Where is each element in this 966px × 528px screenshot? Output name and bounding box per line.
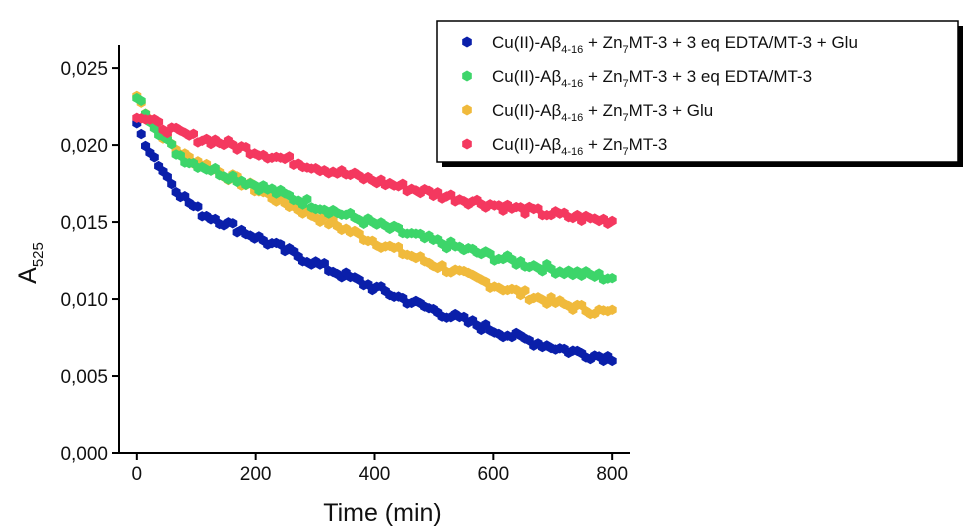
data-point bbox=[520, 208, 530, 219]
data-point bbox=[520, 285, 530, 296]
series-3 bbox=[132, 112, 617, 229]
data-point bbox=[228, 218, 238, 229]
x-axis: 0 200 400 600 800 bbox=[132, 453, 628, 485]
legend-marker bbox=[462, 36, 472, 48]
data-point bbox=[394, 241, 403, 253]
y-tick-label: 0,025 bbox=[60, 59, 108, 80]
y-axis: 0,000 0,005 0,010 0,015 0,020 0,025 bbox=[60, 59, 119, 465]
legend-label: Cu(II)-Aβ4-16 + Zn7MT-3 + 3 eq EDTA/MT-3… bbox=[492, 33, 858, 56]
data-point bbox=[136, 95, 146, 106]
data-point bbox=[607, 215, 617, 227]
y-tick-label: 0,010 bbox=[60, 290, 108, 311]
data-point bbox=[180, 191, 190, 202]
data-point bbox=[167, 178, 177, 190]
data-point bbox=[398, 178, 408, 189]
data-point bbox=[285, 151, 294, 162]
data-point bbox=[210, 162, 220, 174]
data-point bbox=[154, 116, 164, 128]
data-point bbox=[149, 152, 159, 163]
data-point bbox=[136, 128, 146, 140]
data-point bbox=[607, 355, 617, 367]
data-point bbox=[302, 194, 312, 205]
data-point bbox=[162, 171, 172, 182]
x-tick-label: 200 bbox=[240, 464, 272, 485]
data-point bbox=[319, 258, 329, 269]
series-1 bbox=[132, 92, 617, 285]
legend-label: Cu(II)-Aβ4-16 + Zn7MT-3 bbox=[492, 135, 667, 158]
y-tick-label: 0,005 bbox=[60, 367, 108, 388]
data-point bbox=[607, 304, 617, 315]
data-point bbox=[189, 128, 198, 139]
series-layer bbox=[132, 90, 617, 367]
data-point bbox=[167, 139, 177, 150]
data-point bbox=[141, 140, 151, 152]
data-point bbox=[446, 189, 456, 200]
legend-label: Cu(II)-Aβ4-16 + Zn7MT-3 + Glu bbox=[492, 101, 713, 124]
data-point bbox=[276, 239, 286, 250]
y-tick-label: 0,020 bbox=[60, 136, 108, 157]
data-point bbox=[537, 266, 547, 277]
x-tick-label: 400 bbox=[359, 464, 391, 485]
legend-box bbox=[436, 20, 959, 163]
data-point bbox=[241, 142, 251, 153]
legend-marker bbox=[462, 138, 472, 150]
x-tick-label: 800 bbox=[596, 464, 628, 485]
y-tick-label: 0,015 bbox=[60, 213, 108, 234]
data-point bbox=[607, 273, 617, 284]
series-0 bbox=[132, 118, 617, 367]
legend-marker bbox=[462, 70, 472, 82]
y-axis-title-sub: 525 bbox=[30, 242, 47, 267]
y-tick-label: 0,000 bbox=[60, 444, 108, 465]
legend-marker bbox=[462, 104, 472, 116]
x-axis-title: Time (min) bbox=[323, 499, 442, 527]
x-tick-label: 600 bbox=[477, 464, 509, 485]
data-point bbox=[193, 201, 203, 212]
x-tick-label: 0 bbox=[132, 464, 143, 485]
legend-label: Cu(II)-Aβ4-16 + Zn7MT-3 + 3 eq EDTA/MT-3 bbox=[492, 67, 812, 90]
legend: Cu(II)-Aβ4-16 + Zn7MT-3 + 3 eq EDTA/MT-3… bbox=[436, 20, 963, 167]
y-axis-title: A525 bbox=[14, 242, 47, 284]
data-point bbox=[175, 150, 185, 161]
data-point bbox=[485, 248, 495, 259]
data-point bbox=[437, 260, 447, 271]
data-point bbox=[533, 203, 543, 214]
y-axis-title-main: A bbox=[14, 267, 42, 284]
